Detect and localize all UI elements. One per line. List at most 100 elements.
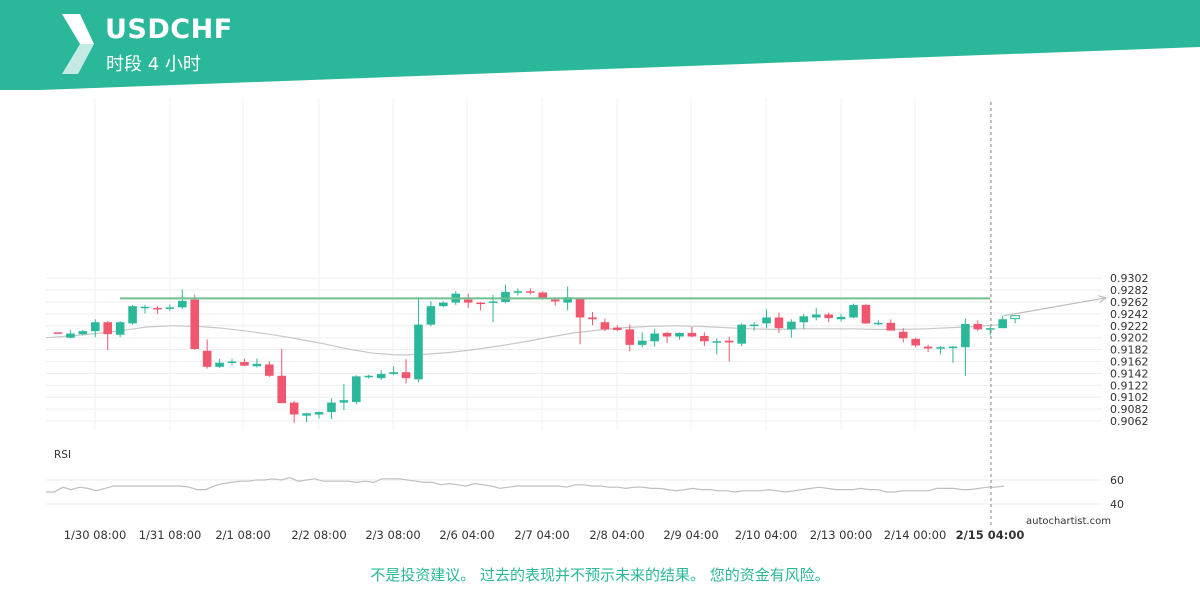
- candle-body: [476, 302, 485, 305]
- candle: [749, 322, 759, 331]
- x-tick-label: 2/1 08:00: [215, 528, 270, 542]
- y-tick-label: 0.9222: [1110, 320, 1149, 333]
- candle-body: [985, 328, 995, 330]
- y-tick-label: 0.9202: [1110, 332, 1149, 345]
- candle-body: [463, 299, 473, 303]
- disclaimer-text: 不是投资建议。 过去的表现并不预示未来的结果。 您的资金有风险。: [370, 566, 830, 584]
- x-tick-label: 2/14 00:00: [884, 528, 947, 542]
- candle-body: [799, 316, 809, 323]
- candle-body: [414, 324, 423, 380]
- candle: [737, 323, 746, 347]
- candle: [165, 304, 175, 311]
- candle-body: [961, 324, 970, 348]
- projection-arrowhead: [1098, 295, 1108, 303]
- candle-body: [178, 300, 187, 308]
- candle: [799, 313, 809, 329]
- candle: [115, 321, 125, 338]
- candle-body: [662, 332, 672, 337]
- y-tick-label: 0.9142: [1110, 367, 1149, 380]
- candle: [650, 328, 659, 347]
- candle-body: [115, 322, 125, 335]
- candle-body: [53, 332, 63, 334]
- y-tick-label: 0.9062: [1110, 415, 1149, 428]
- candle-body: [277, 375, 287, 404]
- candle: [90, 319, 100, 338]
- candle-body: [376, 373, 386, 379]
- candle: [302, 412, 311, 423]
- candle: [911, 337, 920, 348]
- candle-body: [165, 307, 175, 309]
- candle: [600, 318, 610, 332]
- candle-body: [252, 363, 262, 367]
- candle: [227, 359, 237, 366]
- candle-body: [439, 302, 448, 307]
- candle: [923, 344, 933, 352]
- candle: [327, 398, 336, 420]
- candle: [140, 304, 150, 314]
- candle-body: [948, 346, 958, 349]
- candles-layer: [53, 284, 1020, 423]
- candle: [439, 301, 448, 308]
- candle: [526, 288, 535, 295]
- watermark: autochartist.com: [1026, 516, 1111, 527]
- x-tick-label: 2/15 04:00: [956, 528, 1025, 542]
- candle-body: [265, 364, 274, 376]
- candle-body: [712, 341, 722, 343]
- candle-body: [563, 297, 572, 303]
- candle-body: [749, 324, 759, 327]
- candle: [874, 320, 883, 326]
- moving-average-layer: [45, 324, 1003, 356]
- candle-body: [550, 299, 560, 302]
- candle: [78, 329, 88, 336]
- candle: [961, 318, 970, 376]
- x-tick-label: 1/30 08:00: [64, 528, 127, 542]
- candle: [575, 297, 585, 345]
- rsi-line: [46, 476, 1005, 493]
- candle-body: [513, 291, 523, 293]
- candle: [314, 411, 324, 419]
- candle: [364, 374, 374, 379]
- candle-body: [389, 372, 398, 374]
- candle: [339, 384, 349, 411]
- candle-body: [700, 335, 709, 342]
- y-tick-label: 0.9242: [1110, 308, 1149, 321]
- candle-body: [401, 372, 411, 379]
- candle-body: [327, 402, 336, 413]
- axis-layer: 0.93020.92820.92620.92420.92220.92020.91…: [64, 272, 1149, 542]
- candle-body: [911, 338, 920, 346]
- timeframe-label: 时段 4 小时: [106, 54, 201, 75]
- candle-body: [575, 297, 585, 318]
- candle-body: [861, 304, 871, 324]
- candle-body: [202, 350, 212, 367]
- candle-body: [625, 329, 635, 345]
- candle: [153, 306, 162, 314]
- candle: [613, 325, 622, 332]
- candle-body: [190, 299, 200, 350]
- candle: [190, 294, 200, 350]
- candle-body: [364, 375, 374, 378]
- x-tick-label: 1/31 08:00: [139, 528, 202, 542]
- candle: [687, 326, 697, 338]
- rsi-panel: [46, 476, 1102, 505]
- candle: [948, 346, 958, 363]
- candle-body: [811, 314, 821, 318]
- candle-body: [973, 324, 983, 330]
- header-background: [0, 0, 1200, 90]
- candle: [128, 304, 137, 325]
- header-banner: [0, 0, 1200, 90]
- candle: [998, 315, 1007, 329]
- candle-body: [886, 322, 896, 331]
- candle: [414, 297, 423, 383]
- candle-body: [426, 306, 436, 325]
- candle: [240, 358, 249, 367]
- candle: [712, 338, 722, 355]
- candle: [53, 332, 63, 334]
- candle: [1010, 315, 1020, 324]
- symbol-title: USDCHF: [105, 14, 233, 45]
- candle-body: [724, 340, 734, 343]
- candle: [985, 326, 995, 336]
- candle: [700, 332, 709, 347]
- candle-body: [762, 317, 771, 324]
- candle: [202, 339, 212, 369]
